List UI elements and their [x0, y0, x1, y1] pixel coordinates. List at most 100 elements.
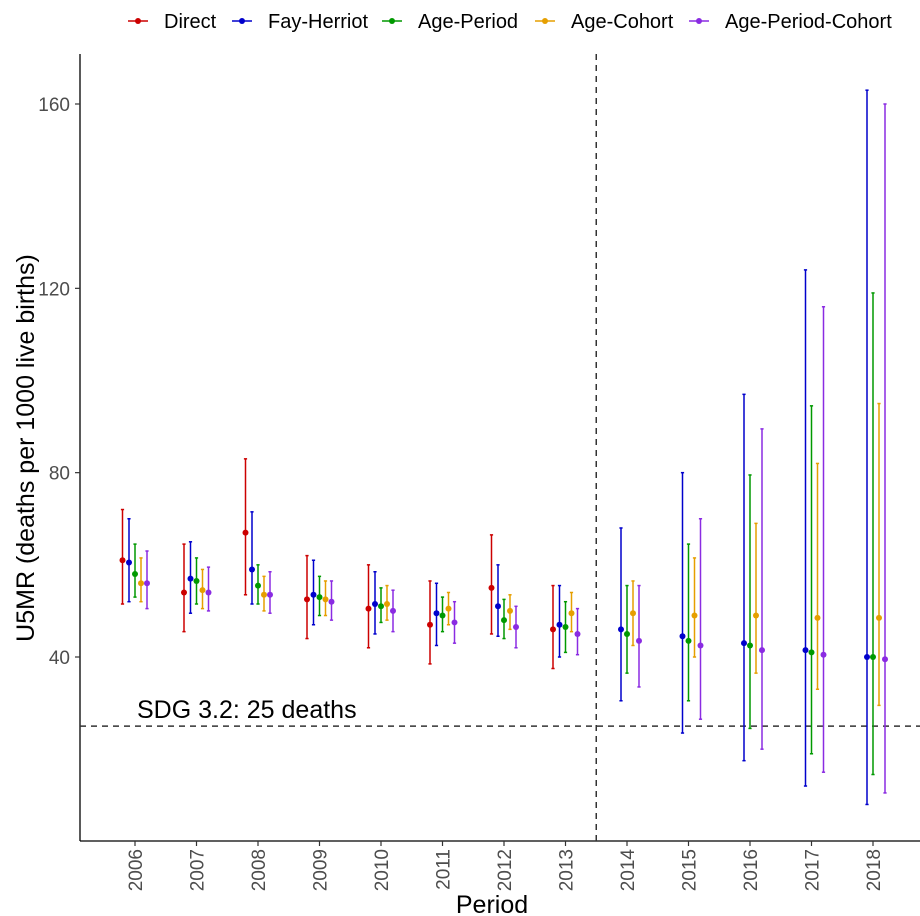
- legend-label: Fay-Herriot: [268, 11, 368, 33]
- estimate-point: [556, 621, 563, 628]
- data-marks: [119, 89, 888, 806]
- sdg-target-label: SDG 3.2: 25 deaths: [137, 696, 357, 724]
- estimate-point: [574, 630, 581, 637]
- estimate-point: [193, 577, 200, 584]
- y-tick-label: 80: [49, 464, 70, 485]
- y-tick-label: 160: [38, 95, 70, 116]
- estimate-point: [119, 557, 126, 564]
- estimate-point: [882, 656, 888, 663]
- x-tick-label: 2017: [803, 849, 824, 891]
- estimate-point: [328, 598, 335, 605]
- y-tick-label: 40: [49, 648, 70, 669]
- legend-label: Direct: [164, 11, 217, 33]
- x-tick-label: 2015: [680, 849, 701, 891]
- estimate-point: [187, 575, 194, 582]
- x-tick-label: 2006: [126, 849, 147, 891]
- estimate-point: [451, 619, 458, 626]
- estimate-point: [132, 571, 138, 578]
- legend-item: Age-Period-Cohort: [689, 11, 892, 33]
- x-tick-label: 2009: [311, 849, 332, 891]
- legend-key-point: [696, 18, 702, 24]
- legend-key-point: [135, 18, 141, 24]
- estimate-point: [144, 580, 150, 587]
- estimate-point: [439, 612, 446, 619]
- estimate-point: [378, 603, 384, 610]
- legend-item: Fay-Herriot: [232, 11, 368, 33]
- x-tick-label: 2008: [249, 849, 270, 891]
- x-tick-label: 2016: [741, 849, 762, 891]
- estimate-point: [242, 529, 249, 536]
- estimate-point: [384, 601, 390, 608]
- estimate-point: [568, 610, 575, 617]
- x-tick-label: 2012: [495, 849, 516, 891]
- estimate-point: [697, 642, 704, 649]
- estimate-point: [126, 559, 132, 566]
- estimate-point: [322, 596, 329, 603]
- estimate-point: [390, 607, 396, 614]
- series-age-cohort: [138, 402, 882, 707]
- x-tick-label: 2007: [188, 849, 209, 891]
- legend-item: Age-Period: [382, 11, 518, 33]
- estimate-point: [501, 617, 507, 624]
- estimate-point: [372, 601, 378, 608]
- estimate-point: [267, 591, 273, 598]
- estimate-point: [870, 654, 876, 660]
- estimate-point: [261, 591, 267, 598]
- estimate-point: [433, 610, 440, 617]
- series-fay-herriot: [126, 89, 870, 806]
- legend-key-point: [389, 18, 395, 24]
- estimate-point: [205, 589, 212, 596]
- estimate-point: [618, 626, 624, 633]
- legend-item: Age-Cohort: [535, 11, 674, 33]
- series-direct: [119, 458, 556, 670]
- estimate-point: [630, 610, 636, 617]
- estimate-point: [741, 640, 747, 647]
- legend-label: Age-Period-Cohort: [725, 11, 892, 33]
- legend-label: Age-Cohort: [571, 11, 674, 33]
- x-tick-label: 2018: [864, 849, 885, 891]
- estimate-point: [249, 566, 255, 573]
- legend-label: Age-Period: [418, 11, 518, 33]
- y-axis-ticks: 40 80 120 160: [38, 95, 80, 669]
- estimate-point: [636, 637, 642, 644]
- legend-item: Direct: [128, 11, 217, 33]
- estimate-point: [864, 654, 870, 660]
- x-axis-title: Period: [456, 891, 528, 916]
- estimate-point: [679, 633, 686, 640]
- legend: Direct Fay-Herriot Age-Period Age-Cohort Age…: [128, 11, 892, 33]
- estimate-point: [255, 582, 261, 589]
- x-tick-label: 2013: [557, 849, 578, 891]
- estimate-point: [488, 584, 495, 591]
- estimate-point: [753, 612, 759, 619]
- estimate-point: [181, 589, 187, 596]
- x-tick-label: 2010: [372, 849, 393, 891]
- series-age-period-cohort: [144, 103, 888, 794]
- estimate-point: [445, 605, 452, 612]
- estimate-point: [802, 647, 809, 654]
- series-age-period: [132, 292, 876, 776]
- estimate-point: [876, 614, 882, 621]
- legend-key-point: [239, 18, 245, 24]
- estimate-point: [820, 651, 827, 658]
- estimate-point: [427, 621, 433, 628]
- x-tick-label: 2011: [434, 849, 455, 890]
- estimate-point: [365, 605, 372, 612]
- reference-lines: SDG 3.2: 25 deaths: [80, 54, 920, 841]
- estimate-point: [507, 607, 513, 614]
- estimate-point: [562, 624, 569, 631]
- legend-key-point: [542, 18, 548, 24]
- estimate-point: [624, 630, 630, 637]
- estimate-point: [759, 647, 765, 654]
- y-axis-title: U5MR (deaths per 1000 live births): [12, 254, 40, 642]
- estimate-point: [691, 612, 698, 619]
- estimate-point: [550, 626, 556, 633]
- estimate-point: [138, 580, 144, 587]
- estimate-point: [304, 596, 310, 603]
- estimate-point: [685, 637, 692, 644]
- estimate-point: [814, 614, 821, 621]
- estimate-point: [513, 624, 519, 631]
- estimate-point: [495, 603, 501, 610]
- x-axis-ticks: 2006 2007 2008 2009 2010 2011 2012 2013 2014 2015…: [126, 841, 885, 891]
- estimate-point: [747, 642, 753, 649]
